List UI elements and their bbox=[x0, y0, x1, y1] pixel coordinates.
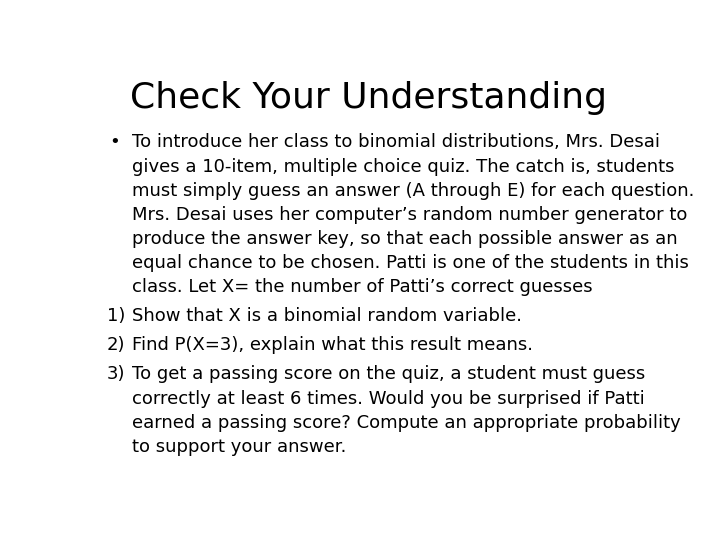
Text: To introduce her class to binomial distributions, Mrs. Desai: To introduce her class to binomial distr… bbox=[132, 133, 660, 151]
Text: To get a passing score on the quiz, a student must guess: To get a passing score on the quiz, a st… bbox=[132, 366, 645, 383]
Text: equal chance to be chosen. Patti is one of the students in this: equal chance to be chosen. Patti is one … bbox=[132, 254, 689, 272]
Text: must simply guess an answer (A through E) for each question.: must simply guess an answer (A through E… bbox=[132, 181, 694, 200]
Text: Check Your Understanding: Check Your Understanding bbox=[130, 82, 608, 116]
Text: Show that X is a binomial random variable.: Show that X is a binomial random variabl… bbox=[132, 307, 522, 325]
Text: correctly at least 6 times. Would you be surprised if Patti: correctly at least 6 times. Would you be… bbox=[132, 389, 644, 408]
Text: gives a 10-item, multiple choice quiz. The catch is, students: gives a 10-item, multiple choice quiz. T… bbox=[132, 158, 675, 176]
Text: 3): 3) bbox=[107, 366, 125, 383]
Text: earned a passing score? Compute an appropriate probability: earned a passing score? Compute an appro… bbox=[132, 414, 680, 431]
Text: produce the answer key, so that each possible answer as an: produce the answer key, so that each pos… bbox=[132, 230, 678, 248]
Text: •: • bbox=[109, 133, 120, 151]
Text: 1): 1) bbox=[107, 307, 125, 325]
Text: 2): 2) bbox=[107, 336, 125, 354]
Text: to support your answer.: to support your answer. bbox=[132, 438, 346, 456]
Text: Mrs. Desai uses her computer’s random number generator to: Mrs. Desai uses her computer’s random nu… bbox=[132, 206, 687, 224]
Text: Find P(X=3), explain what this result means.: Find P(X=3), explain what this result me… bbox=[132, 336, 533, 354]
Text: class. Let X= the number of Patti’s correct guesses: class. Let X= the number of Patti’s corr… bbox=[132, 278, 593, 296]
